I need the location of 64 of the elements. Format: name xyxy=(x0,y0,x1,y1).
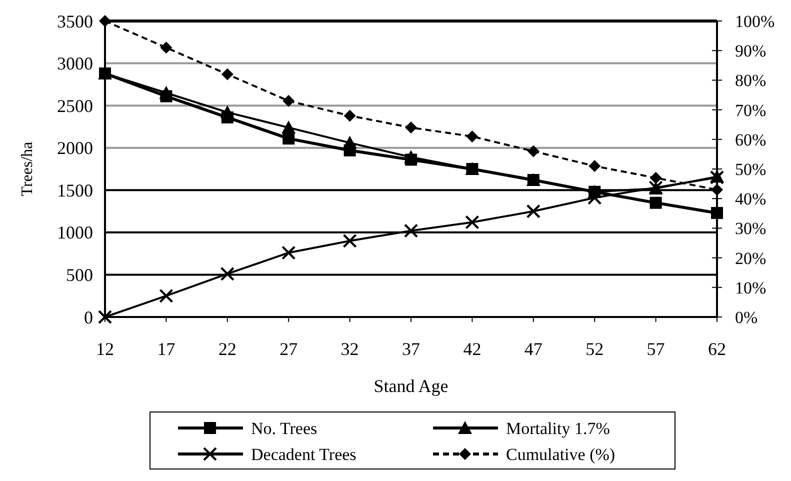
point xyxy=(160,42,172,54)
point xyxy=(99,15,111,27)
x-tick-label: 52 xyxy=(586,339,604,359)
point xyxy=(221,68,234,80)
y-tick-label: 0 xyxy=(84,307,93,328)
x-tick-label: 42 xyxy=(463,339,482,359)
legend-label: No. Trees xyxy=(251,418,318,438)
point xyxy=(588,160,601,172)
y2-tick-label: 90% xyxy=(735,42,766,61)
point xyxy=(282,132,295,145)
y-axis-title: Trees/ha xyxy=(19,142,36,196)
point xyxy=(220,105,234,118)
y2-tick-label: 10% xyxy=(735,278,766,298)
point xyxy=(404,224,418,238)
x-tick-label: 22 xyxy=(218,339,236,359)
point xyxy=(220,266,234,281)
point xyxy=(282,120,296,134)
point xyxy=(404,150,418,164)
legend-label: Cumulative (%) xyxy=(506,444,616,464)
point xyxy=(282,94,295,107)
point xyxy=(526,204,540,218)
y2-tick-label: 50% xyxy=(735,160,766,179)
x-axis-title: Stand Age xyxy=(374,376,448,396)
point xyxy=(342,234,357,248)
point xyxy=(342,136,357,149)
y2-tick-label: 70% xyxy=(735,100,766,120)
y2-tick-label: 100% xyxy=(735,12,775,31)
y2-tick-label: 40% xyxy=(735,190,766,209)
point xyxy=(650,172,662,184)
point xyxy=(405,122,417,134)
point xyxy=(98,310,112,324)
y-tick-label: 3500 xyxy=(57,11,93,32)
point xyxy=(344,110,356,122)
point xyxy=(588,190,602,205)
legend-label: Mortality 1.7% xyxy=(506,418,610,438)
point xyxy=(159,288,174,303)
x-tick-label: 17 xyxy=(157,339,176,359)
y-tick-label: 1000 xyxy=(57,222,93,243)
y2-tick-label: 20% xyxy=(735,248,766,268)
x-tick-label: 57 xyxy=(646,339,665,359)
x-tick-label: 47 xyxy=(524,339,542,359)
x-tick-label: 27 xyxy=(280,339,298,359)
y-tick-label: 3000 xyxy=(57,54,93,74)
x-tick-label: 37 xyxy=(402,339,420,359)
legend-label: Decadent Trees xyxy=(251,444,356,464)
y2-tick-label: 60% xyxy=(735,130,766,150)
x-tick-label: 12 xyxy=(96,339,114,359)
y2-tick-label: 0% xyxy=(735,308,758,327)
point xyxy=(159,86,174,99)
y-tick-label: 1500 xyxy=(57,180,93,200)
point xyxy=(465,215,480,230)
x-tick-label: 32 xyxy=(340,339,359,359)
y-tick-label: 500 xyxy=(66,265,93,286)
point xyxy=(527,145,540,158)
point xyxy=(711,184,723,196)
point xyxy=(466,130,478,142)
y2-tick-label: 30% xyxy=(735,219,766,238)
y-tick-label: 2500 xyxy=(57,96,93,116)
point xyxy=(650,196,662,209)
y-tick-label: 2000 xyxy=(57,138,93,158)
point xyxy=(282,246,296,260)
point xyxy=(711,206,723,219)
x-tick-label: 62 xyxy=(708,339,726,359)
y2-tick-label: 80% xyxy=(735,71,766,90)
